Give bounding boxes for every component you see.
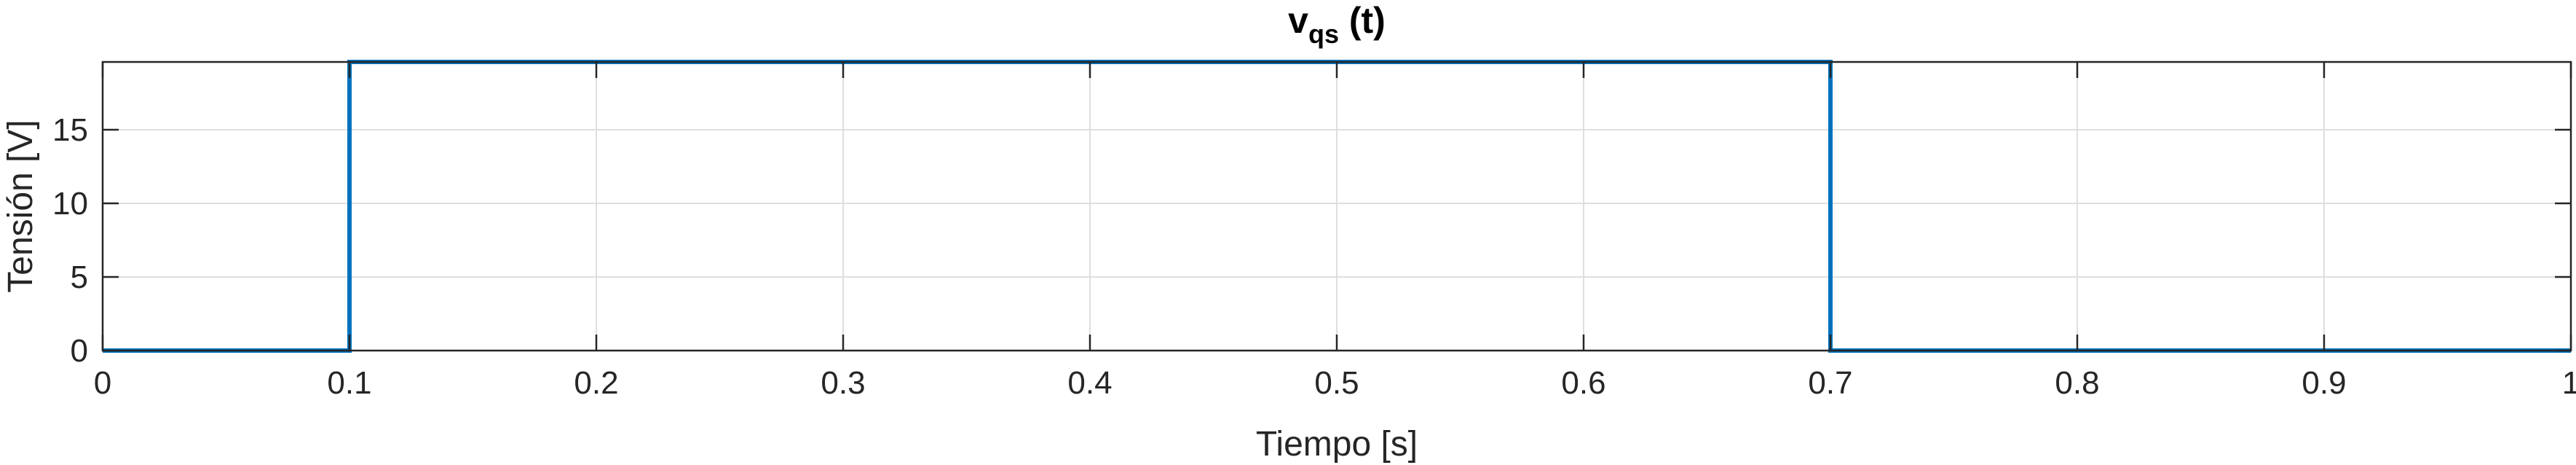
y-tick-label: 0 [71,333,88,369]
y-axis-label: Tensión [V] [1,120,40,292]
x-tick-label: 0.8 [2055,365,2099,401]
x-tick-label: 0.4 [1067,365,1112,401]
x-tick-label: 0.7 [1808,365,1852,401]
y-tick-label: 10 [52,186,88,222]
x-tick-label: 0.3 [821,365,865,401]
y-tick-label: 5 [71,259,88,295]
y-tick-label: 15 [52,112,88,148]
x-axis-label: Tiempo [s] [1256,425,1418,464]
x-tick-label: 0.1 [327,365,371,401]
x-tick-label: 0.5 [1314,365,1359,401]
chart-title: vqs (t) [1288,0,1386,49]
x-tick-label: 0.2 [574,365,618,401]
x-tick-label: 0 [94,365,111,401]
title-suffix: (t) [1339,0,1386,41]
x-tick-label: 0.9 [2302,365,2346,401]
x-tick-label: 1 [2562,365,2576,401]
title-subscript: qs [1308,19,1339,49]
title-main: v [1288,0,1308,41]
x-tick-label: 0.6 [1561,365,1605,401]
